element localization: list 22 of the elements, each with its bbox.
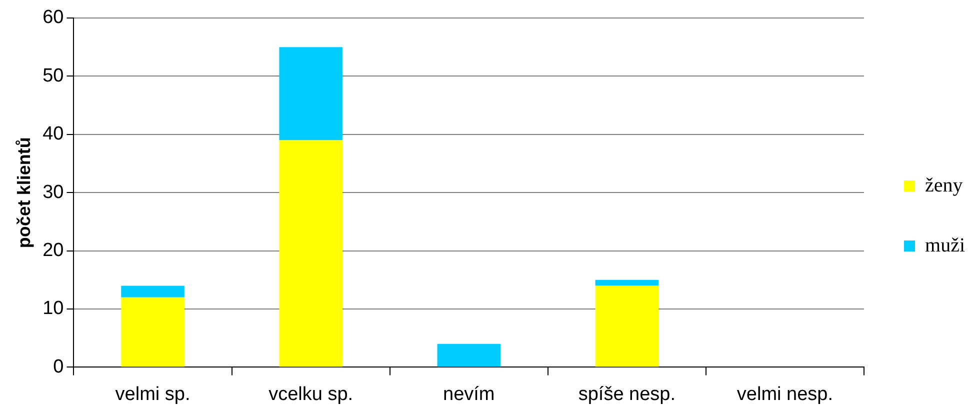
bar bbox=[437, 344, 500, 367]
y-tick-label: 0 bbox=[53, 356, 64, 378]
bar bbox=[121, 297, 184, 367]
legend-label: ženy bbox=[925, 174, 963, 196]
x-tick-label: nevím bbox=[442, 384, 495, 405]
legend-label: muži bbox=[925, 234, 966, 256]
x-tick-label: vcelku sp. bbox=[268, 384, 354, 405]
y-tick-label: 60 bbox=[42, 7, 64, 28]
y-tick-label: 30 bbox=[42, 182, 64, 203]
y-tick-label: 10 bbox=[42, 298, 64, 320]
y-tick-label: 40 bbox=[42, 124, 64, 145]
bar bbox=[595, 286, 659, 367]
y-axis-title: počet klientů bbox=[14, 137, 34, 248]
x-tick-label: velmi sp. bbox=[115, 384, 190, 405]
y-tick-label: 50 bbox=[42, 65, 64, 86]
bar bbox=[121, 286, 184, 298]
bar bbox=[595, 280, 659, 286]
x-tick-label: velmi nesp. bbox=[736, 384, 834, 405]
x-tick-label: spíše nesp. bbox=[578, 384, 676, 405]
y-tick-label: 20 bbox=[42, 240, 64, 262]
bar bbox=[279, 140, 342, 367]
bar bbox=[279, 47, 342, 140]
